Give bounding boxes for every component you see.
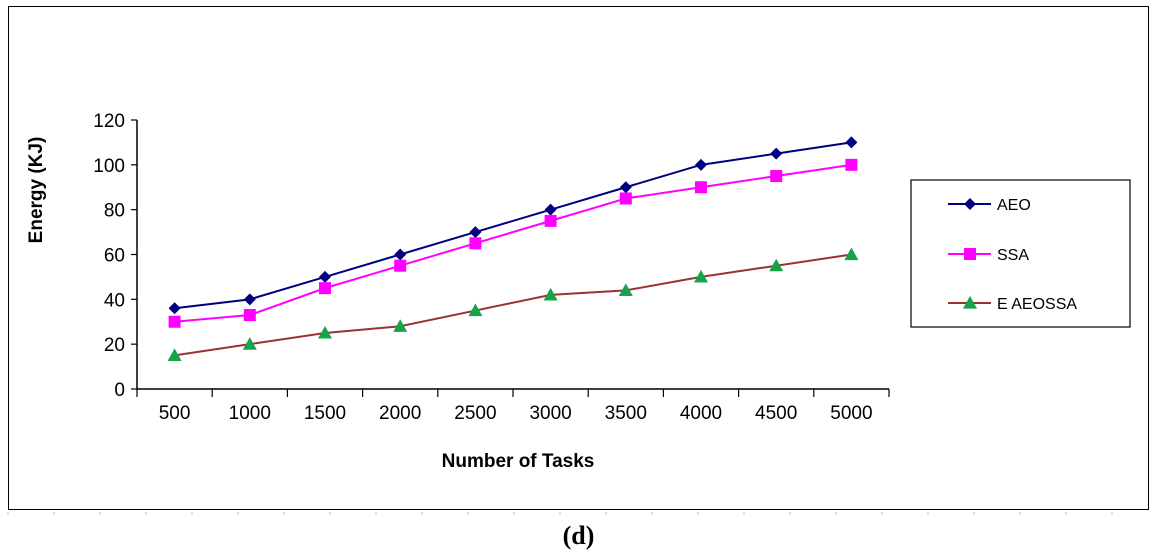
legend-item: SSA [948,247,1029,264]
data-point [770,147,783,160]
x-tick-label: 2500 [454,403,496,424]
data-point [845,158,858,171]
legend-item: E AEOSSA [948,296,1077,313]
data-point [694,269,708,283]
y-tick-label: 0 [114,380,125,401]
series-e-aeossa [167,247,859,361]
series-line [174,253,852,357]
data-point [394,248,407,261]
y-tick-label: 100 [93,156,125,177]
series-ssa [168,158,858,328]
y-tick-label: 60 [104,246,125,267]
x-tick-label: 3500 [605,403,647,424]
data-point [167,348,182,361]
series-line [174,141,852,310]
data-point [618,283,633,296]
data-point [844,247,859,261]
data-point [695,158,707,171]
y-tick-label: 80 [104,201,125,222]
data-point [319,282,331,295]
y-ticks: 0 20 40 60 80 100 120 [93,111,137,401]
y-axis-title: Energy (KJ) [26,137,47,244]
x-tick-label: 500 [159,403,191,424]
baseline-ticks [7,512,1113,515]
x-tick-label: 4000 [680,403,722,424]
data-point [469,237,482,250]
series-line [174,163,852,323]
data-point [243,293,256,306]
data-point [168,302,181,315]
data-point [845,136,858,149]
data-point [318,325,332,339]
data-point [544,214,557,227]
data-point [770,170,783,183]
data-point [319,270,331,283]
data-point [469,226,482,239]
x-tick-label: 2000 [379,403,421,424]
data-point [168,315,181,328]
legend-label: SSA [997,247,1029,264]
legend-label: AEO [997,197,1031,214]
x-ticks: 500 1000 1500 2000 2500 3000 3500 4000 4500 5000 [136,389,890,424]
legend-marker [964,198,976,210]
legend-label: E AEOSSA [997,296,1077,313]
data-point [393,319,408,332]
series-layer [167,136,859,361]
legend-box [910,179,1131,328]
y-tick-label: 120 [93,111,125,132]
x-axis-title: Number of Tasks [442,451,595,472]
data-point [544,203,557,216]
legend-item: AEO [948,197,1031,214]
data-point [468,303,483,317]
data-point [242,337,257,350]
legend: AEO SSA E AEOSSA [948,197,1077,313]
data-point [619,181,632,194]
y-tick-label: 40 [104,290,125,311]
x-tick-label: 1500 [304,403,346,424]
data-point [769,258,784,272]
legend-marker [963,296,977,309]
x-tick-label: 1000 [229,403,271,424]
data-point [394,259,407,272]
x-tick-label: 3000 [529,403,571,424]
data-point [619,192,632,205]
data-point [695,181,707,194]
legend-marker [964,248,976,260]
x-tick-label: 5000 [830,403,872,424]
x-tick-label: 4500 [755,403,797,424]
figure-caption: (d) [562,521,595,550]
data-point [543,287,558,301]
data-point [243,309,256,322]
series-aeo [168,136,858,315]
y-tick-label: 20 [104,335,125,356]
